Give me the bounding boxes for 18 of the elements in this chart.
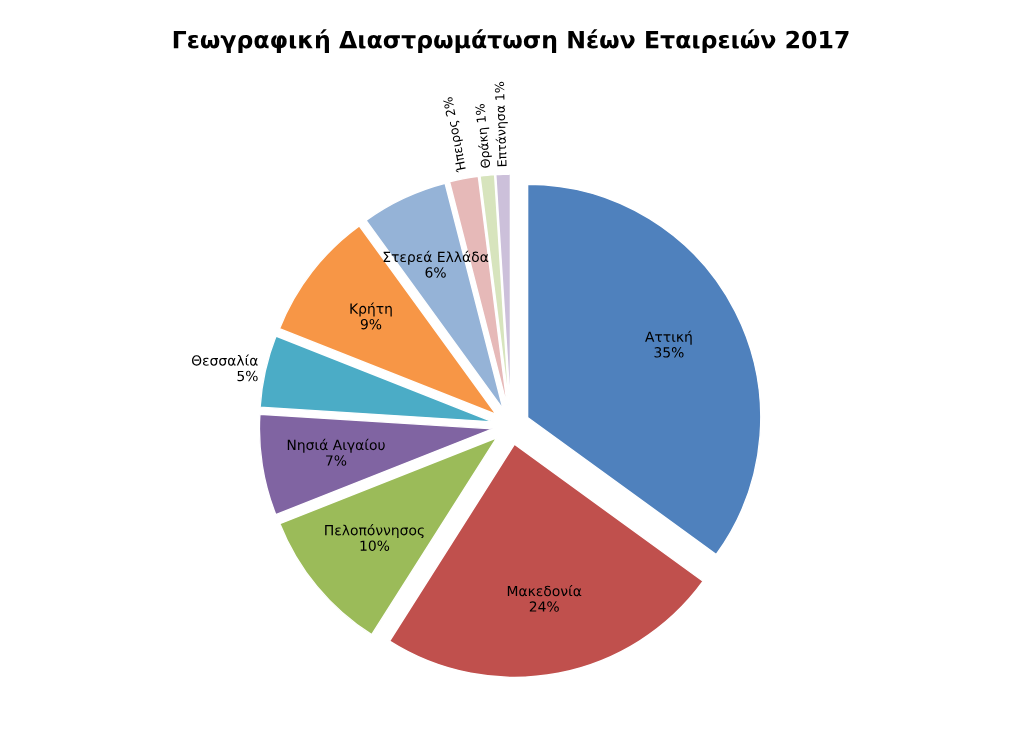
data-label: 24% bbox=[529, 601, 559, 612]
data-label: 9% bbox=[360, 318, 382, 330]
slice-label: Θεσσαλία bbox=[191, 354, 258, 366]
slice-label: Νησιά Αιγαίου bbox=[287, 438, 385, 453]
slice-label: Κρήτη bbox=[350, 302, 392, 317]
data-label: 5% bbox=[237, 370, 258, 382]
slice-label: Μακεδονία bbox=[507, 584, 582, 597]
slice-label: Επτάνησα 1% bbox=[493, 81, 510, 167]
chart-title: Γεωγραφική Διαστρωμάτωση Νέων Εταιρειών 2017 bbox=[173, 29, 849, 54]
data-label: 35% bbox=[654, 347, 684, 358]
slice-label: Θράκη 1% bbox=[474, 103, 493, 169]
slice-label: Αττική bbox=[645, 330, 692, 345]
slice-label: Ήπειρος 2% bbox=[442, 96, 469, 173]
data-label: 10% bbox=[360, 540, 390, 551]
slice-label: Στερεά Ελλάδα bbox=[383, 250, 489, 265]
data-label: 6% bbox=[425, 267, 446, 278]
data-label: 7% bbox=[326, 455, 347, 466]
slice-label: Πελοπόννησος bbox=[325, 524, 424, 539]
